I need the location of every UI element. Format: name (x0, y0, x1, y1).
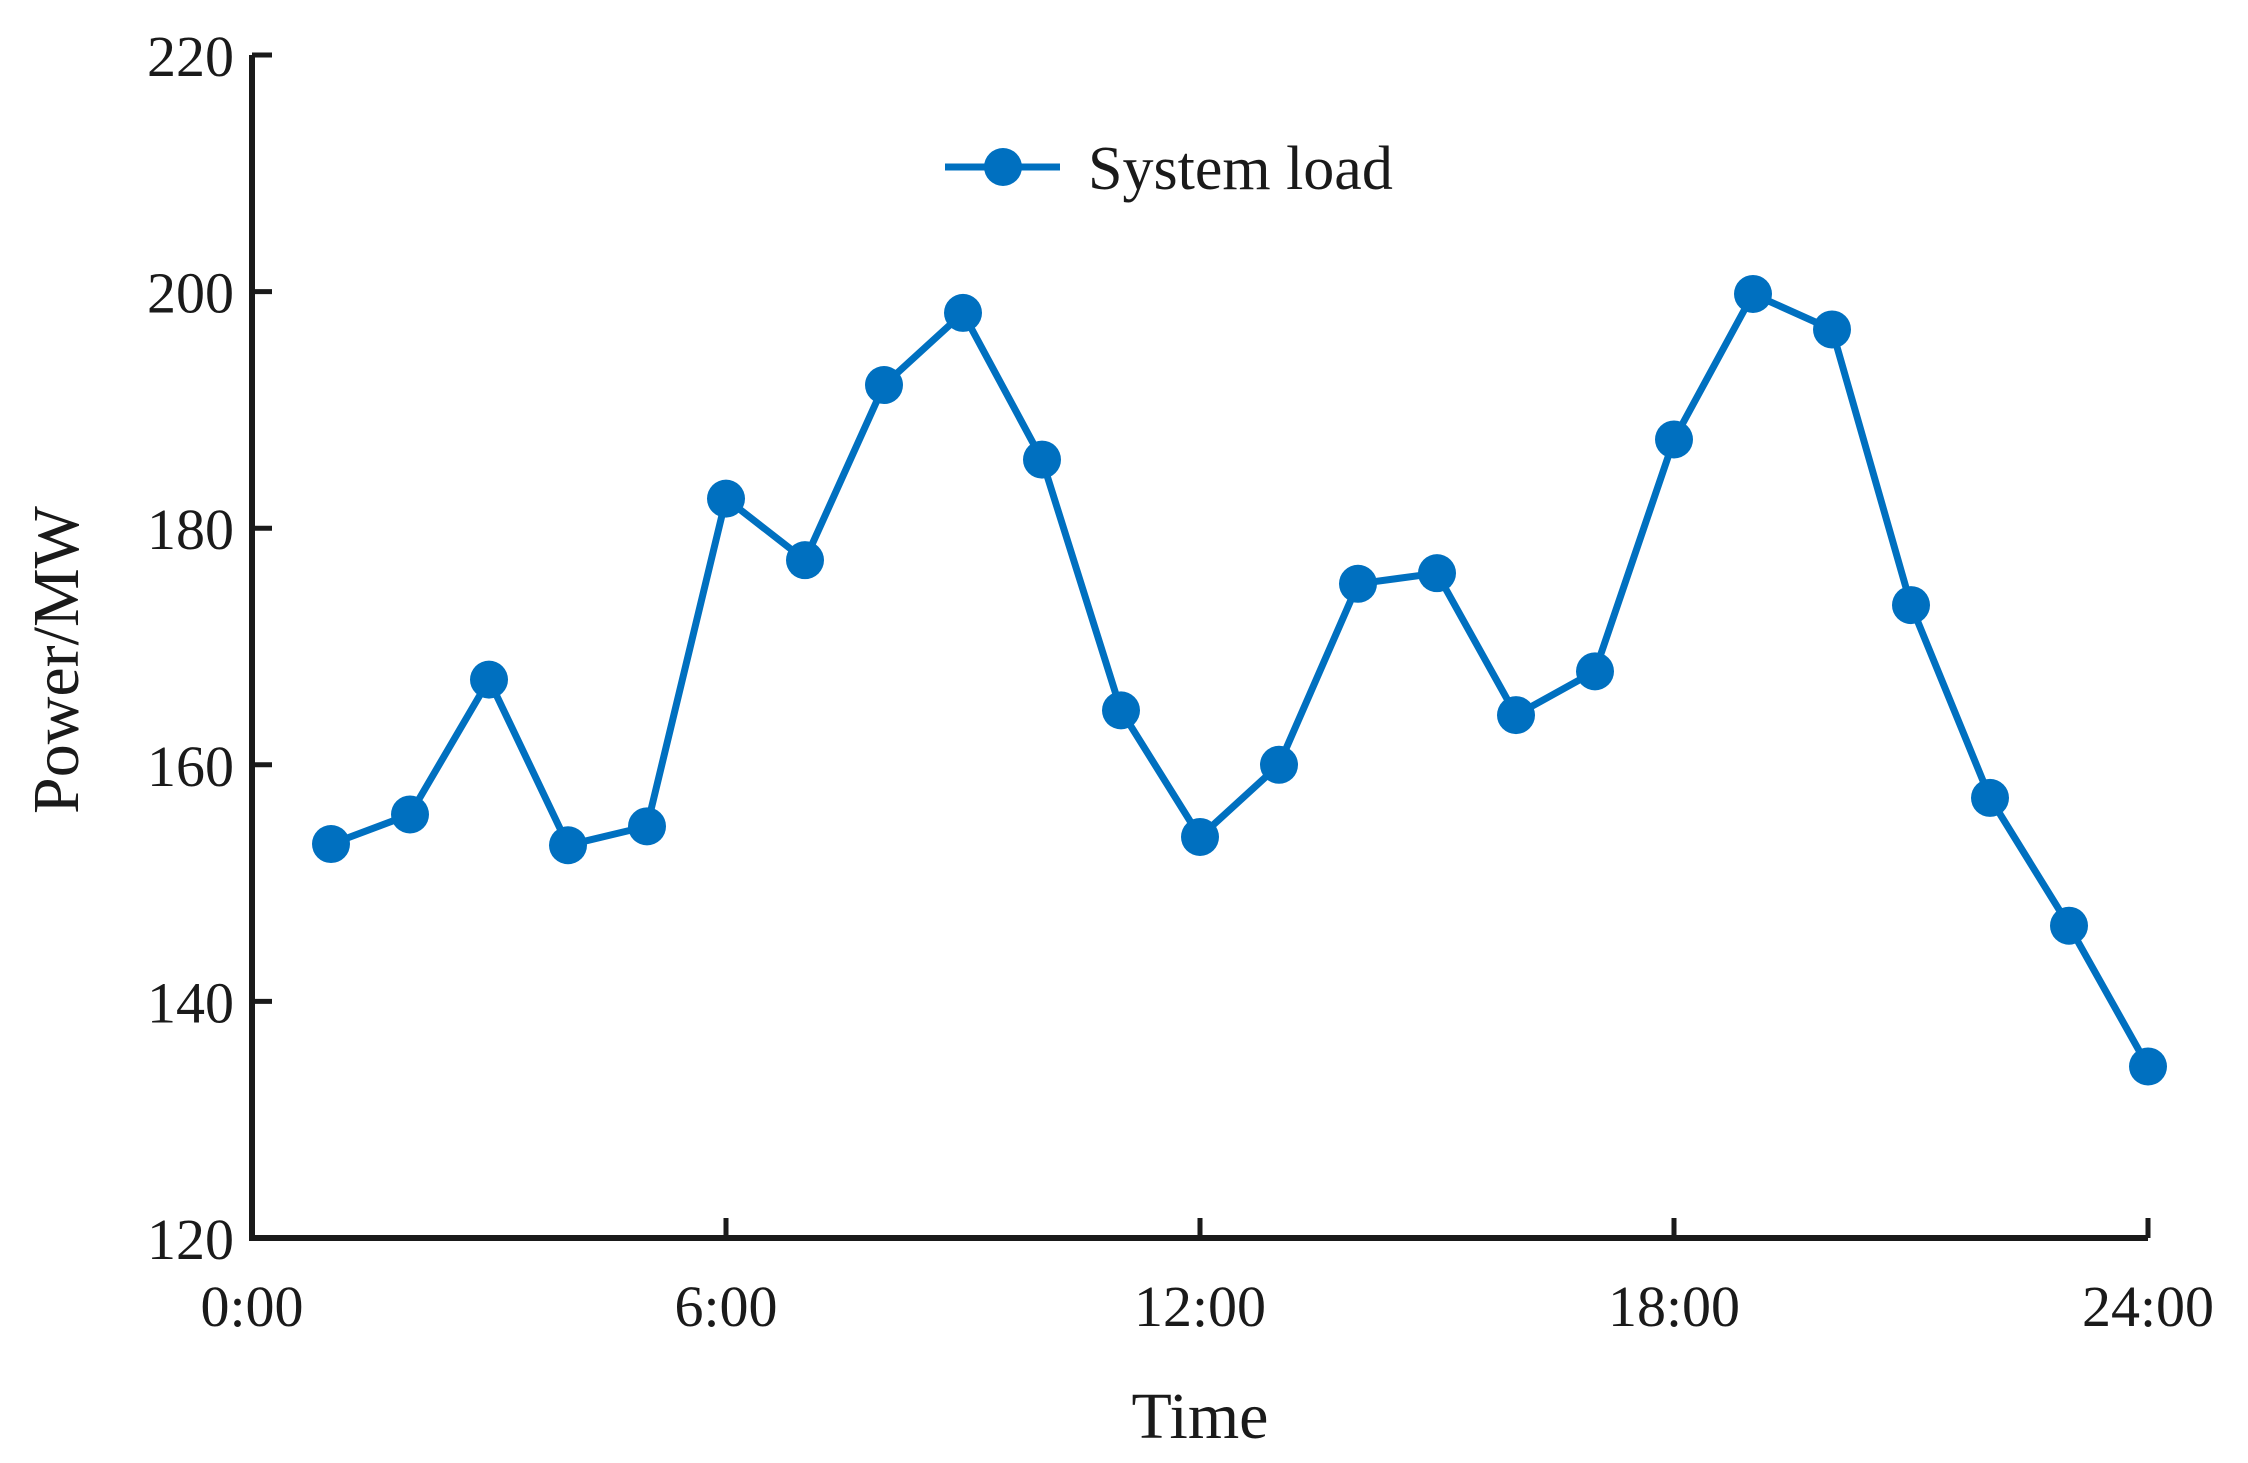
y-axis-title: Power/MW (20, 505, 93, 814)
data-point (391, 795, 429, 834)
y-tick-label: 160 (147, 734, 234, 799)
data-point (1418, 554, 1456, 593)
data-point (549, 826, 587, 865)
data-point (1971, 778, 2009, 817)
series-line-system-load (327, 290, 2152, 1070)
legend: System load (945, 135, 1393, 203)
data-point (312, 825, 350, 864)
y-tick-label: 140 (147, 970, 234, 1035)
x-tick-label: 6:00 (674, 1274, 777, 1339)
data-point (865, 366, 903, 405)
data-point (1892, 586, 1930, 625)
data-point (1813, 310, 1851, 349)
data-point (2129, 1047, 2167, 1086)
data-point (1576, 652, 1614, 691)
data-point (707, 479, 745, 518)
data-point (2050, 906, 2088, 945)
data-point (1181, 817, 1219, 856)
series-layer (312, 274, 2167, 1086)
x-tick-label: 0:00 (200, 1274, 303, 1339)
legend-marker-swatch (984, 148, 1022, 186)
data-point (1497, 696, 1535, 735)
data-point (786, 541, 824, 580)
x-tick-label: 12:00 (1134, 1274, 1266, 1339)
axes (249, 55, 2148, 1241)
legend-label: System load (1088, 135, 1393, 203)
data-point (1260, 745, 1298, 784)
data-point (944, 293, 982, 332)
data-point (628, 807, 666, 846)
x-ticks: 0:00 6:00 12:00 18:00 24:00 (200, 1218, 2214, 1339)
data-point (1023, 440, 1061, 479)
data-point (1734, 274, 1772, 313)
y-ticks: 120 140 160 180 200 220 (147, 24, 272, 1272)
y-tick-label: 220 (147, 24, 234, 89)
x-tick-label: 24:00 (2082, 1274, 2214, 1339)
data-point (1102, 691, 1140, 730)
y-tick-label: 120 (147, 1207, 234, 1272)
x-axis-title: Time (1132, 1380, 1269, 1453)
data-point (1339, 564, 1377, 603)
y-tick-label: 180 (147, 497, 234, 562)
y-tick-label: 200 (147, 261, 234, 326)
data-point (1655, 420, 1693, 459)
x-tick-label: 18:00 (1608, 1274, 1740, 1339)
data-point (470, 660, 508, 699)
